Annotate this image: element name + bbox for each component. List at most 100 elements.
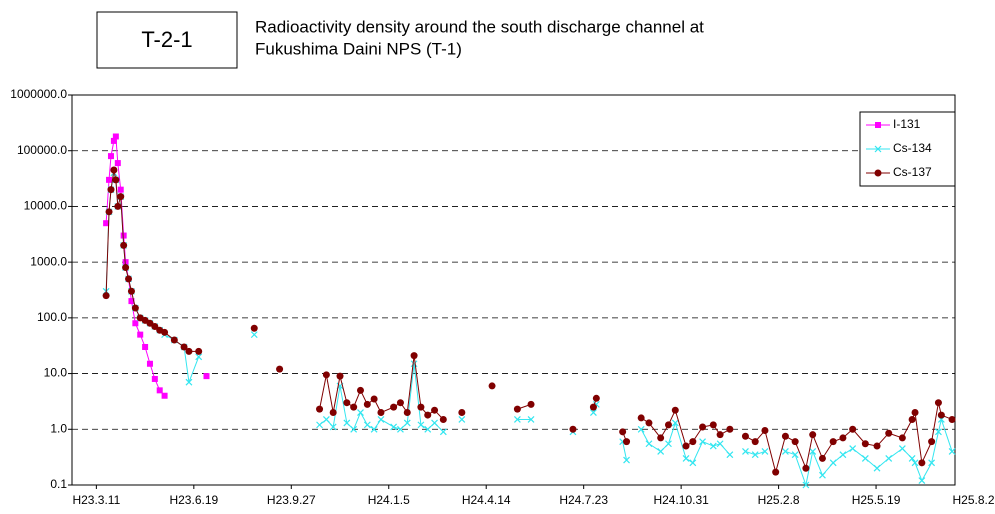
data-point	[664, 421, 672, 429]
data-point	[791, 438, 799, 446]
data-point	[709, 421, 717, 429]
data-point	[726, 425, 734, 433]
data-point	[112, 176, 120, 184]
data-point	[948, 448, 956, 455]
series-segment	[353, 412, 361, 430]
legend-label: I-131	[893, 117, 921, 131]
data-point	[657, 434, 665, 442]
data-point	[741, 432, 749, 440]
data-point	[665, 440, 672, 448]
data-point	[699, 438, 706, 446]
series-segment	[785, 450, 796, 456]
data-point	[103, 220, 110, 227]
y-tick-label: 0.1	[50, 477, 67, 491]
series-segment	[755, 450, 766, 456]
data-point	[151, 375, 158, 382]
data-point	[390, 403, 398, 411]
series-segment	[339, 385, 348, 424]
data-point	[527, 416, 535, 423]
data-point	[689, 459, 697, 467]
legend-marker	[874, 145, 882, 153]
data-point	[161, 328, 169, 336]
x-tick-label: H25.5.19	[852, 493, 901, 507]
data-point	[356, 386, 364, 394]
data-point	[637, 414, 645, 422]
data-point	[645, 440, 653, 448]
series-segment	[921, 462, 933, 481]
data-point	[829, 438, 837, 446]
series-segment	[940, 419, 953, 452]
data-point	[322, 416, 330, 423]
data-point	[151, 322, 159, 330]
data-point	[403, 419, 411, 427]
data-point	[671, 419, 679, 427]
data-point	[276, 365, 284, 373]
data-point	[195, 353, 203, 361]
data-point	[403, 409, 411, 417]
data-point	[819, 471, 826, 479]
data-point	[120, 241, 128, 249]
series-segment	[123, 245, 127, 268]
badge-box	[96, 11, 238, 69]
data-point	[911, 459, 919, 467]
data-point	[114, 202, 122, 210]
data-point	[156, 387, 163, 394]
data-point	[637, 425, 645, 433]
x-tick-label: H25.8.2	[953, 493, 995, 507]
data-point	[250, 324, 258, 332]
x-tick-label: H23.3.11	[72, 493, 120, 507]
data-point	[424, 425, 432, 433]
series-segment	[937, 419, 942, 432]
data-point	[937, 411, 945, 419]
series-segment	[108, 156, 112, 180]
data-point	[809, 448, 817, 455]
data-point	[885, 454, 893, 462]
data-point	[336, 372, 344, 380]
x-tick-label: H24.10.31	[653, 493, 709, 507]
data-point	[195, 347, 203, 355]
data-point	[802, 481, 810, 489]
data-point	[377, 409, 385, 417]
data-point	[935, 428, 942, 436]
series-segment	[921, 441, 933, 464]
data-point	[137, 331, 144, 338]
series-segment	[805, 434, 814, 469]
data-point	[112, 133, 119, 140]
y-tick-label: 10.0	[44, 366, 68, 380]
series-segment	[380, 419, 394, 428]
series-segment	[108, 189, 112, 212]
data-point	[316, 405, 324, 413]
series-segment	[674, 422, 687, 459]
series-segment	[794, 441, 807, 469]
data-point	[873, 464, 881, 472]
data-point	[357, 409, 364, 416]
data-point	[439, 428, 447, 436]
series-segment	[667, 422, 676, 444]
series-segment	[115, 179, 119, 207]
data-point	[185, 378, 193, 386]
y-tick-label: 1.0	[50, 421, 67, 435]
data-point	[742, 448, 749, 455]
data-point	[110, 137, 117, 144]
data-point	[322, 371, 330, 379]
series-segment	[105, 211, 110, 296]
data-point	[488, 382, 496, 390]
data-point	[619, 428, 627, 436]
series-segment	[794, 454, 807, 486]
data-point	[781, 432, 789, 440]
data-point	[350, 403, 358, 411]
series-segment	[332, 376, 341, 413]
data-point	[527, 400, 535, 408]
legend-label: Cs-134	[893, 141, 932, 155]
data-point	[329, 409, 337, 417]
data-point	[424, 411, 432, 419]
data-point	[131, 304, 139, 312]
data-point	[781, 448, 789, 455]
y-tick-label: 100.0	[37, 310, 67, 324]
data-point	[709, 442, 717, 450]
data-point	[839, 451, 847, 459]
data-point	[716, 431, 724, 439]
data-point	[948, 415, 956, 423]
data-point	[417, 421, 425, 429]
series-segment	[914, 412, 923, 463]
